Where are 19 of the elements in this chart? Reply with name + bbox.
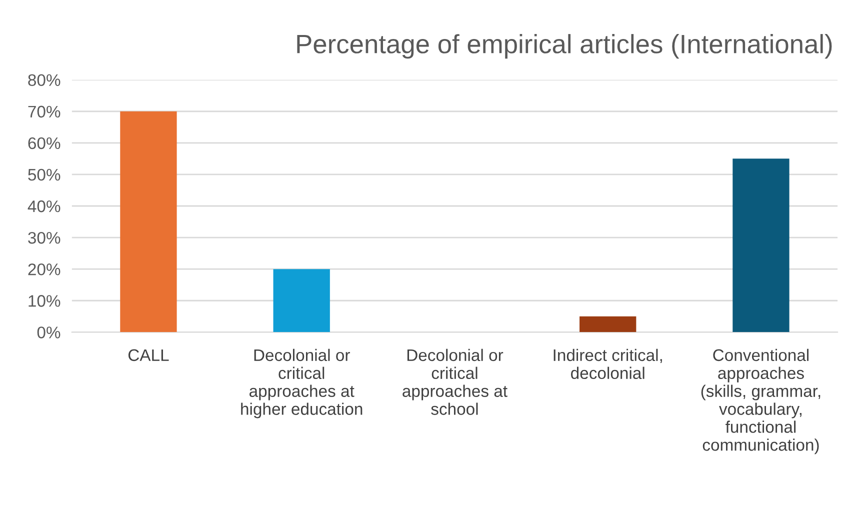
x-tick-label: CALL — [128, 349, 169, 362]
x-tick-label: Decolonial or critical approaches at school — [402, 348, 508, 415]
x-tick-label: Decolonial or critical approaches at higher education — [241, 348, 362, 418]
x-tick-label: Indirect critical, decolonial — [554, 348, 662, 380]
y-tick-label: 0% — [37, 326, 60, 338]
y-tick-label: 70% — [28, 106, 60, 118]
bar — [580, 316, 636, 332]
y-tick-label: 40% — [28, 200, 60, 212]
y-tick-label: 80% — [28, 74, 60, 86]
y-tick-label: 20% — [28, 263, 60, 276]
chart-title: Percentage of empirical articles (International) — [297, 34, 832, 59]
bar — [273, 269, 330, 332]
x-tick-label: Conventional approaches (skills, grammar, vocabulary, functional communication) — [701, 348, 820, 454]
bar — [120, 111, 177, 332]
bar — [732, 158, 790, 332]
y-tick-label: 30% — [28, 232, 60, 244]
y-tick-label: 10% — [28, 295, 60, 307]
y-tick-label: 50% — [28, 168, 60, 181]
y-tick-label: 60% — [28, 137, 60, 150]
